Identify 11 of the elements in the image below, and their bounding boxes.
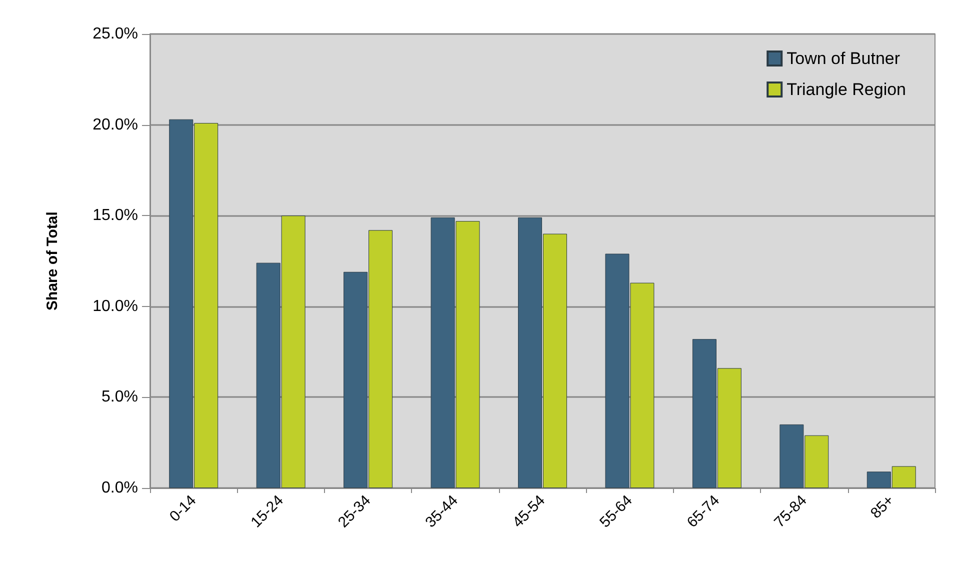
y-tick-label: 10.0% <box>92 298 138 315</box>
y-axis-title: Share of Total <box>44 212 61 310</box>
y-tick-label: 20.0% <box>92 116 138 134</box>
y-tick-label: 0.0% <box>102 480 138 496</box>
y-tick-label: 5.0% <box>102 388 138 406</box>
legend-label: Town of Butner <box>786 49 900 68</box>
y-tick-label: 15.0% <box>92 207 138 224</box>
legend-label: Triangle Region <box>786 80 906 99</box>
y-tick-label: 25.0% <box>92 26 138 42</box>
x-tick-label: 0-14 <box>166 492 200 526</box>
x-tick-label: 85+ <box>867 492 898 522</box>
